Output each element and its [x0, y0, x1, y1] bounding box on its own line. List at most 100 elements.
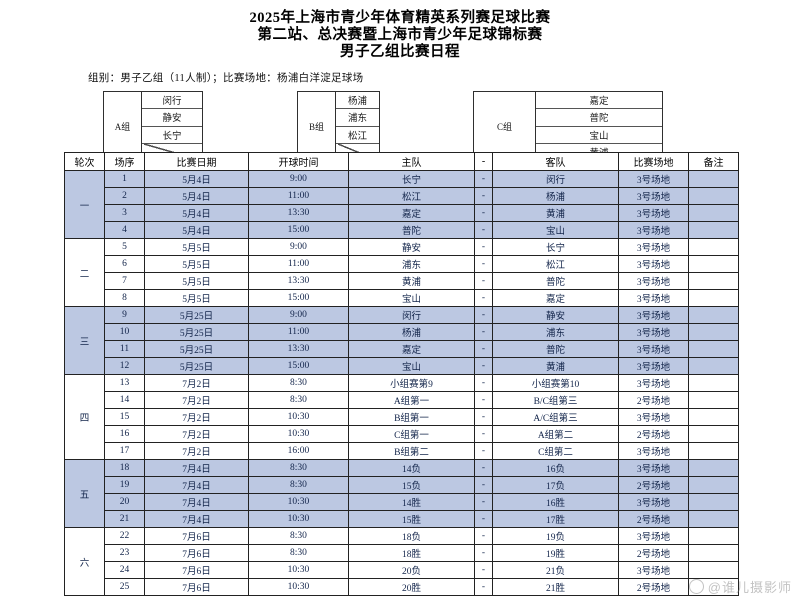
kickoff-time-cell: 13:30: [248, 340, 349, 358]
away-team-cell: 21胜: [492, 578, 619, 596]
group-b-label: B组: [298, 92, 336, 160]
group-box-a: A组 闵行 静安 长宁: [103, 91, 203, 161]
home-team-cell: 浦东: [348, 255, 475, 273]
vs-cell: -: [474, 408, 493, 426]
match-order-cell: 16: [104, 425, 145, 443]
away-team-cell: 松江: [492, 255, 619, 273]
table-row: 20 7月4日 10:30 14胜 -16胜 3号场地: [65, 493, 739, 511]
away-team-cell: 嘉定: [492, 289, 619, 307]
home-team-cell: 小组赛第9: [348, 374, 475, 392]
table-row: 三 9 5月25日 9:00 闵行 - 静安 3号场地: [64, 306, 739, 375]
match-order-cell: 18: [104, 459, 145, 477]
venue-cell: 3号场地: [618, 272, 689, 290]
match-date-cell: 5月5日: [144, 272, 249, 290]
match-date-cell: 7月2日: [144, 425, 249, 443]
away-team-cell: 黄浦: [492, 204, 619, 222]
venue-cell: 2号场地: [618, 476, 689, 494]
table-row: 19 7月4日 8:30 15负 -17负 2号场地: [65, 476, 739, 494]
away-team-cell: 16胜: [492, 493, 619, 511]
note-cell: [688, 493, 739, 511]
round-label-cell: 四: [64, 374, 105, 460]
note-cell: [688, 221, 739, 239]
note-cell: [688, 272, 739, 290]
competition-meta-line: 组别：男子乙组（11人制）；比赛场地：杨浦白洋淀足球场: [88, 73, 364, 84]
group-c-team-3: 宝山: [536, 127, 662, 144]
home-team-cell: C组第一: [348, 425, 475, 443]
match-order-cell: 9: [104, 306, 145, 324]
venue-cell: 3号场地: [618, 187, 689, 205]
match-date-cell: 7月4日: [144, 459, 249, 477]
home-team-cell: 宝山: [348, 289, 475, 307]
note-cell: [688, 561, 739, 579]
note-cell: [688, 476, 739, 494]
away-team-cell: 19胜: [492, 544, 619, 562]
match-order-cell: 24: [104, 561, 145, 579]
home-team-cell: 14胜: [348, 493, 475, 511]
venue-cell: 3号场地: [618, 289, 689, 307]
match-order-cell: 4: [104, 221, 145, 239]
venue-cell: 3号场地: [618, 204, 689, 222]
note-cell: [688, 323, 739, 341]
match-date-cell: 7月6日: [144, 544, 249, 562]
table-row: 16 7月2日 10:30 C组第一 - A组第二 2号场地: [65, 425, 739, 443]
table-row: 一 1 5月4日 9:00 长宁 - 闵行 3号场地: [64, 170, 739, 239]
kickoff-time-cell: 15:00: [248, 289, 349, 307]
venue-cell: 3号场地: [618, 255, 689, 273]
kickoff-time-cell: 13:30: [248, 272, 349, 290]
round-label-cell: 一: [64, 170, 105, 239]
vs-cell: -: [474, 170, 493, 188]
venue-cell: 3号场地: [618, 340, 689, 358]
group-c-team-1: 嘉定: [536, 92, 662, 110]
table-row: 四 13 7月2日 8:30 小组赛第9- 小组赛第10 3号场地: [64, 374, 739, 460]
vs-cell: -: [474, 187, 493, 205]
home-team-cell: 嘉定: [348, 340, 475, 358]
match-order-cell: 8: [104, 289, 145, 307]
table-row: 7 5月5日 13:30 黄浦 - 普陀 3号场地: [65, 272, 739, 290]
note-cell: [688, 357, 739, 375]
away-team-cell: 21负: [492, 561, 619, 579]
vs-cell: -: [474, 544, 493, 562]
table-row: 2 5月4日 11:00 松江 - 杨浦 3号场地: [65, 187, 739, 205]
table-row: 21 7月4日 10:30 15胜 -17胜 2号场地: [65, 510, 739, 528]
home-team-cell: 18负: [348, 527, 475, 545]
vs-cell: -: [474, 204, 493, 222]
away-team-cell: 16负: [492, 459, 619, 477]
home-team-cell: 闵行: [348, 306, 475, 324]
table-row: 24 7月6日 10:30 20负 -21负 3号场地: [65, 561, 739, 579]
kickoff-time-cell: 10:30: [248, 510, 349, 528]
table-row: 二 5 5月5日 9:00 静安 - 长宁 3号场地: [64, 238, 739, 307]
home-team-cell: 松江: [348, 187, 475, 205]
away-team-cell: 17负: [492, 476, 619, 494]
vs-cell: -: [474, 442, 493, 460]
match-order-cell: 13: [104, 374, 145, 392]
note-cell: [688, 306, 739, 324]
home-team-cell: 长宁: [348, 170, 475, 188]
away-team-cell: 宝山: [492, 221, 619, 239]
note-cell: [688, 527, 739, 545]
home-team-cell: 20胜: [348, 578, 475, 596]
kickoff-time-cell: 10:30: [248, 408, 349, 426]
kickoff-time-cell: 11:00: [248, 187, 349, 205]
header-venue: 比赛场地: [618, 152, 689, 171]
home-team-cell: B组第一: [348, 408, 475, 426]
note-cell: [688, 170, 739, 188]
table-row: 11 5月25日 13:30 嘉定 - 普陀 3号场地: [65, 340, 739, 358]
venue-cell: 2号场地: [618, 510, 689, 528]
home-team-cell: 14负: [348, 459, 475, 477]
home-team-cell: 杨浦: [348, 323, 475, 341]
table-row: 15 7月2日 10:30 B组第一 - A/C组第三 3号场地: [65, 408, 739, 426]
match-date-cell: 7月2日: [144, 391, 249, 409]
kickoff-time-cell: 8:30: [248, 459, 349, 477]
kickoff-time-cell: 8:30: [248, 391, 349, 409]
note-cell: [688, 425, 739, 443]
table-row: 4 5月4日 15:00 普陀 - 宝山 3号场地: [65, 221, 739, 239]
note-cell: [688, 340, 739, 358]
vs-cell: -: [474, 323, 493, 341]
kickoff-time-cell: 9:00: [248, 238, 349, 256]
match-order-cell: 11: [104, 340, 145, 358]
away-team-cell: 杨浦: [492, 187, 619, 205]
match-order-cell: 14: [104, 391, 145, 409]
title-line-2: 第二站、总决赛暨上海市青少年足球锦标赛: [257, 27, 543, 43]
table-row: 8 5月5日 15:00 宝山 - 嘉定 3号场地: [65, 289, 739, 307]
away-team-cell: 普陀: [492, 340, 619, 358]
